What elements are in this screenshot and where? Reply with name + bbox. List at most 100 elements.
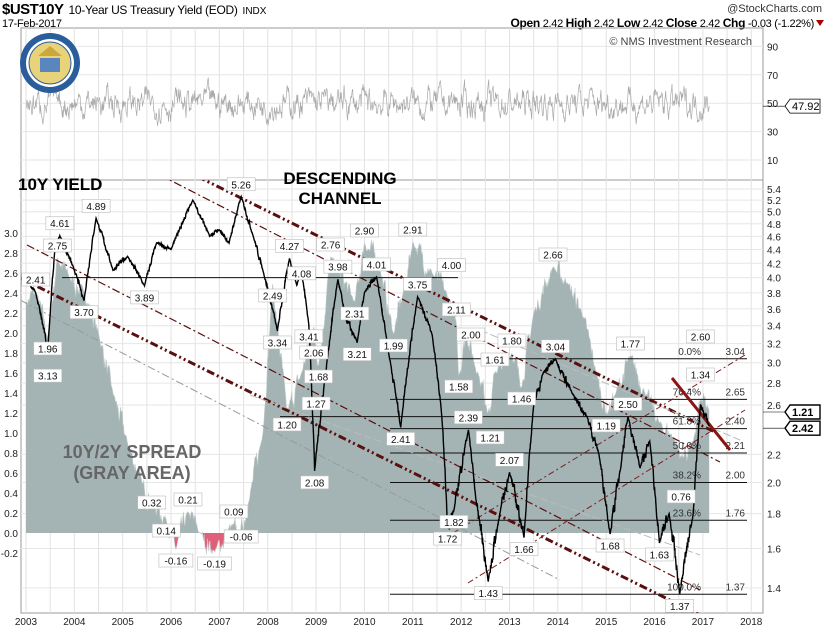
exchange: INDX [242,6,267,17]
point-label: 1.19 [591,418,621,433]
point-labels: 4.61 4.89 3.13 1.96 2.75 2.41 3.70 3.89 5.26 3.34… [21,177,715,613]
point-label-text: 2.60 [691,332,711,343]
left-axis-tick-label: 0.8 [4,449,18,460]
plot-border [20,27,764,614]
rsi-last-value-text: 47.92 [792,101,820,113]
spread-last-value: 1.21 [763,404,821,420]
point-label: 2.60 [686,329,715,343]
point-label-text: 1.43 [478,589,498,600]
point-label: 3.75 [403,277,432,291]
right-axis-tick-label: 2.6 [767,401,781,412]
point-label: 3.41 [294,329,324,344]
point-label-text: 2.08 [305,478,325,489]
point-label-box [456,327,486,342]
rsi-tick-label: 30 [767,128,779,139]
point-label-text: 1.72 [438,535,458,546]
point-label: 3.13 [33,368,63,383]
point-label-box [480,352,510,367]
point-label: 1.72 [433,531,462,546]
yield-line [25,194,710,595]
point-label-text: 0.14 [156,527,176,538]
channel-line [467,409,746,584]
right-axis-tick-label: 4.4 [767,246,781,257]
point-label-text: 2.91 [403,226,423,237]
right-axis-tick-label: 3.6 [767,305,781,316]
point-label: 2.90 [350,223,379,238]
point-label: 4.61 [45,216,75,230]
point-label-text: 1.58 [449,383,469,394]
yield-title: 10Y YIELD [18,175,102,194]
quote-date: 17-Feb-2017 [2,18,62,30]
channel-line [168,180,721,463]
right-axis-tick-label: 5.0 [767,208,781,219]
x-axis-tick-label: 2016 [643,617,666,627]
left-axis-tick-label: 2.4 [4,289,18,300]
point-label: 3.04 [541,339,570,353]
right-axis-tick-label: 4.8 [767,220,781,231]
fib-value-label: 3.04 [726,347,746,358]
x-axis-tick-label: 2007 [208,617,231,627]
channel-line [26,244,701,591]
point-label-box [323,259,353,274]
left-axis-tick-label: 2.0 [4,329,18,340]
point-label-text: 1.34 [691,371,711,382]
x-axis-tick-label: 2013 [498,617,521,627]
right-axis-tick-label: 1.4 [767,584,781,595]
chg-label: Chg [722,16,746,30]
point-label: 0.32 [137,495,167,510]
spread-last-value-box [784,404,821,420]
symbol: $UST10Y [2,1,64,18]
point-label-text: 2.66 [543,251,563,262]
rsi-tick-label: 90 [767,42,779,53]
x-axis-tick-label: 2012 [450,617,473,627]
right-axis-tick-label: 4.0 [767,274,781,285]
title-line: $UST10Y 10-Year US Treasury Yield (EOD) … [2,1,266,18]
point-label-box [137,495,167,510]
open-label: Open [510,16,540,30]
treasury-seal-logo [20,33,80,93]
point-label-text: 2.76 [321,241,341,252]
point-label-text: 1.96 [38,345,58,356]
spread-title-2: (GRAY AREA) [73,463,190,483]
point-label: 4.89 [81,199,111,213]
channel-line [21,299,561,581]
point-label-box [507,391,536,406]
close-value: 2.42 [699,18,721,30]
point-label: 1.80 [497,333,527,348]
point-label: 1.20 [272,417,302,432]
right-axis-tick-label: 2.2 [767,450,781,461]
right-axis-tick-label: 1.6 [767,544,781,555]
point-label: 1.61 [480,352,510,367]
point-label-text: 1.77 [621,340,641,351]
left-axis-tick-label: 0.0 [4,529,18,540]
yield-last-value-text: 2.42 [792,423,813,435]
point-label: 4.27 [275,239,304,253]
point-label-text: 2.39 [459,413,479,424]
point-label-box [509,542,539,556]
point-label-box [497,333,527,348]
x-axis-tick-label: 2004 [63,617,86,627]
point-label-text: 2.75 [48,242,68,253]
stockcharts-watermark[interactable]: @StockCharts.com [727,3,822,15]
point-label-text: 1.61 [485,356,505,367]
point-label-text: 1.27 [306,400,326,411]
point-label-text: 4.27 [280,242,300,253]
spread-positive-fill [26,239,710,533]
rsi-tick-label: 70 [767,71,779,82]
point-label-text: 1.20 [277,421,297,432]
point-label-text: 3.34 [268,338,288,349]
point-label-box [665,599,694,613]
x-axis-tick-label: 2006 [160,617,183,627]
point-label-box [340,306,370,321]
point-label-box [398,222,428,237]
point-label: 4.08 [287,266,316,280]
point-label-box [294,329,324,344]
point-label: 0.14 [151,523,181,538]
point-label-box [223,529,259,544]
point-label-text: 2.00 [461,331,481,342]
point-label-box [495,453,524,467]
point-label-text: 3.98 [328,263,348,274]
point-label-text: 0.32 [142,499,162,510]
right-axis-tick-label: 3.8 [767,289,781,300]
rsi-panel [25,77,710,126]
